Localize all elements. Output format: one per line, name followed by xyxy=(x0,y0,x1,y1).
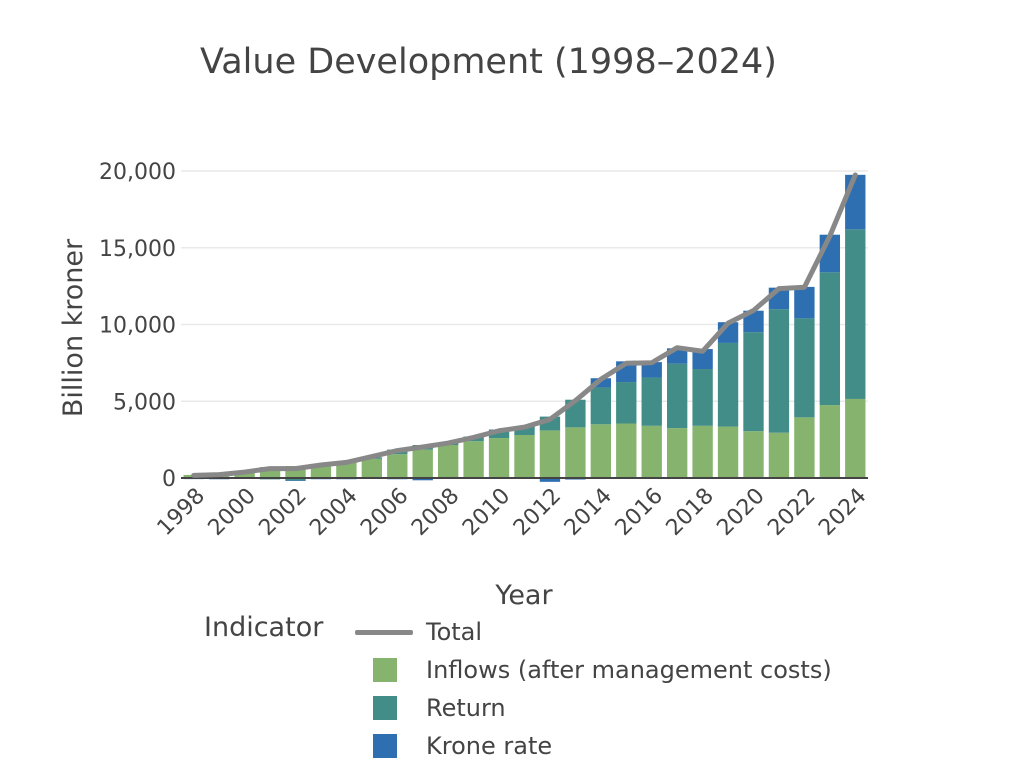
chart-title: Value Development (1998–2024) xyxy=(200,42,777,82)
bar-krone-2022[interactable] xyxy=(794,286,815,319)
bar-return-2002[interactable] xyxy=(285,478,306,481)
bar-return-2015[interactable] xyxy=(616,382,637,424)
bar-return-2020[interactable] xyxy=(743,332,764,432)
y-tick-label: 20,000 xyxy=(99,160,176,185)
x-tick-label: 2020 xyxy=(712,484,769,541)
bar-krone-2007[interactable] xyxy=(412,478,433,481)
bar-inflows-2001[interactable] xyxy=(259,467,281,478)
bar-inflows-2008[interactable] xyxy=(437,444,459,478)
bar-krone-2020[interactable] xyxy=(743,310,764,333)
bar-inflows-2016[interactable] xyxy=(641,425,662,478)
x-tick-label: 2022 xyxy=(763,484,820,541)
gridlines xyxy=(181,170,868,402)
bar-inflows-2006[interactable] xyxy=(387,454,408,478)
bar-krone-2016[interactable] xyxy=(641,362,662,378)
bar-return-2014[interactable] xyxy=(590,387,612,425)
y-axis-title: Billion kroner xyxy=(58,238,89,417)
bar-inflows-2021[interactable] xyxy=(768,432,790,478)
bar-inflows-2015[interactable] xyxy=(616,423,637,478)
bar-inflows-2010[interactable] xyxy=(488,438,510,478)
x-axis-title: Year xyxy=(494,580,553,611)
bar-krone-2024[interactable] xyxy=(845,174,866,230)
bar-inflows-2004[interactable] xyxy=(336,461,357,478)
y-tick-label: 10,000 xyxy=(99,314,176,339)
x-tick-label: 2002 xyxy=(254,484,311,541)
x-tick-label: 2006 xyxy=(356,484,413,541)
bar-return-2023[interactable] xyxy=(819,272,841,406)
bar-inflows-2012[interactable] xyxy=(539,430,561,478)
bar-inflows-2009[interactable] xyxy=(463,441,484,478)
bar-krone-2002[interactable] xyxy=(285,480,306,481)
x-tick-label: 2000 xyxy=(204,484,261,541)
bar-inflows-2022[interactable] xyxy=(794,417,815,478)
bar-inflows-2002[interactable] xyxy=(285,466,306,478)
bar-inflows-2007[interactable] xyxy=(412,449,433,478)
x-tick-label: 2004 xyxy=(305,484,362,541)
total-line-layer xyxy=(191,172,858,478)
x-tick-label: 2008 xyxy=(407,484,464,541)
bar-return-2017[interactable] xyxy=(666,363,688,429)
bar-return-2019[interactable] xyxy=(717,342,739,427)
x-tick-label: 2018 xyxy=(662,484,719,541)
bar-return-2024[interactable] xyxy=(845,229,866,399)
bar-return-2011[interactable] xyxy=(514,426,535,436)
bar-return-2022[interactable] xyxy=(794,318,815,418)
y-tick-label: 0 xyxy=(162,467,176,492)
bar-krone-1999[interactable] xyxy=(208,478,230,480)
bar-return-2021[interactable] xyxy=(768,309,790,433)
bar-return-2018[interactable] xyxy=(692,369,713,426)
bar-return-2016[interactable] xyxy=(641,377,662,426)
bar-inflows-2005[interactable] xyxy=(361,458,383,478)
bar-inflows-2019[interactable] xyxy=(717,426,739,478)
x-tick-labels: 1998200020022004200620082010201220142016… xyxy=(153,484,872,541)
bar-inflows-2017[interactable] xyxy=(666,428,688,478)
y-tick-label: 5,000 xyxy=(113,390,176,415)
x-tick-label: 2012 xyxy=(509,484,566,541)
bar-krone-2012[interactable] xyxy=(539,478,561,482)
bar-inflows-2011[interactable] xyxy=(514,435,535,478)
x-tick-label: 2024 xyxy=(814,484,871,541)
bar-inflows-2020[interactable] xyxy=(743,431,764,478)
total-line[interactable] xyxy=(191,172,858,478)
bar-krone-2018[interactable] xyxy=(692,349,713,370)
x-tick-label: 2014 xyxy=(560,484,617,541)
x-tick-label: 2010 xyxy=(458,484,515,541)
bar-inflows-2018[interactable] xyxy=(692,425,713,478)
x-tick-label: 2016 xyxy=(611,484,668,541)
y-tick-labels: 0 5,000 10,000 15,000 20,000 xyxy=(99,160,176,492)
bar-inflows-2013[interactable] xyxy=(565,427,586,478)
y-tick-label: 15,000 xyxy=(99,237,176,262)
bar-inflows-2024[interactable] xyxy=(845,398,866,478)
bar-krone-2014[interactable] xyxy=(590,378,612,388)
bar-inflows-2023[interactable] xyxy=(819,405,841,478)
bar-inflows-2014[interactable] xyxy=(590,424,612,478)
x-tick-label: 1998 xyxy=(153,484,210,541)
bar-return-2010[interactable] xyxy=(488,429,510,439)
bars xyxy=(183,174,866,482)
